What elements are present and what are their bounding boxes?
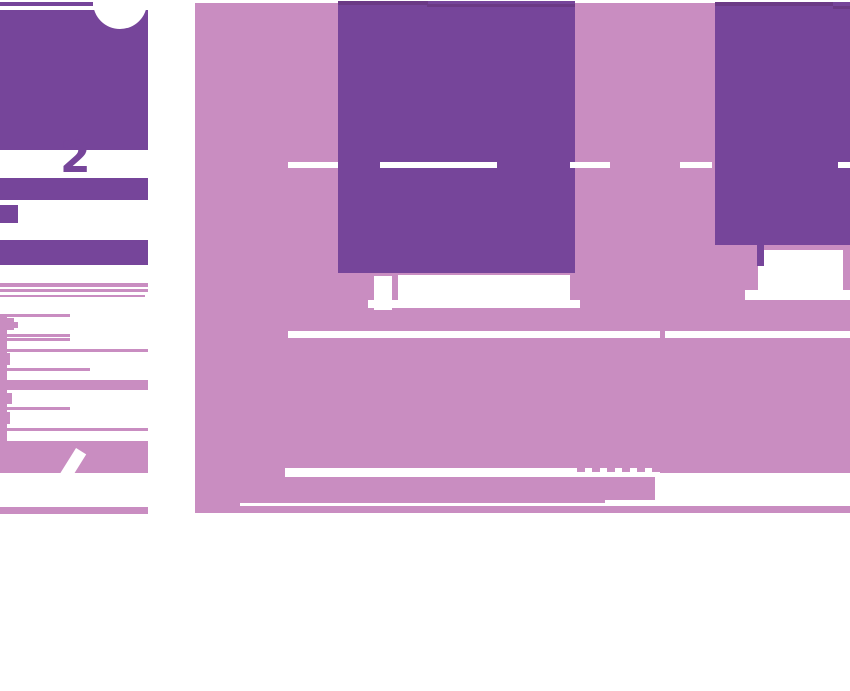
axis-label-fragment xyxy=(0,289,148,292)
gridline-2-dash xyxy=(665,331,850,338)
margin-tick-blob xyxy=(0,240,148,265)
gridline-1-dash xyxy=(570,162,610,168)
margin-tick-blob xyxy=(0,178,148,200)
axis-label-fragment xyxy=(0,334,70,337)
margin-tick-blob xyxy=(0,10,148,150)
axis-label-fragment xyxy=(0,368,90,371)
clipped-text-bottom-right xyxy=(605,500,655,506)
clipped-text-bottom-line xyxy=(240,503,605,506)
axis-label-fragment xyxy=(0,314,70,317)
gridline-3-nibble xyxy=(577,468,585,472)
bar-right-value-label xyxy=(745,290,850,300)
annotation-fragment xyxy=(757,245,764,266)
gridline-3-nibble xyxy=(637,468,645,472)
axis-label-fragment xyxy=(0,349,148,352)
bar-right-cap xyxy=(715,2,833,6)
bar-mid xyxy=(338,1,575,273)
bar-right-value-label xyxy=(758,250,843,290)
gridline-1-dash xyxy=(288,162,338,168)
bar-right-cap-step xyxy=(833,6,850,9)
axis-label-fragment xyxy=(0,283,148,287)
bar-mid-value-label xyxy=(398,275,570,300)
axis-label-fragment xyxy=(0,428,148,431)
clipped-text-bottom-right xyxy=(655,473,850,506)
axis-label-fragment xyxy=(0,315,7,460)
gridline-3-nibble xyxy=(622,468,630,472)
margin-glyph-fragment xyxy=(0,205,18,223)
axis-label-fragment xyxy=(0,380,148,390)
tick-label-2: 2 xyxy=(60,132,91,183)
gridline-3-nibble xyxy=(592,468,600,472)
axis-label-fragment xyxy=(0,322,18,328)
margin-top-line xyxy=(0,2,93,6)
gridline-1-dash xyxy=(838,162,850,168)
bar-mid-cap xyxy=(338,1,428,5)
gridline-3-nibble xyxy=(652,468,660,472)
bar-right xyxy=(715,2,850,245)
gridline-1-dash xyxy=(680,162,712,168)
gridline-1-dash xyxy=(380,162,497,168)
axis-label-fragment xyxy=(0,407,70,410)
axis-label-fragment xyxy=(0,295,145,297)
gridline-3-dash xyxy=(285,468,660,477)
gridline-3-nibble xyxy=(607,468,615,472)
bar-mid-value-label xyxy=(368,300,580,308)
bar-mid-cap-step xyxy=(427,4,575,7)
axis-label-fragment xyxy=(2,338,70,341)
gridline-2-dash xyxy=(288,331,660,338)
margin-bottom-strip xyxy=(0,507,148,514)
